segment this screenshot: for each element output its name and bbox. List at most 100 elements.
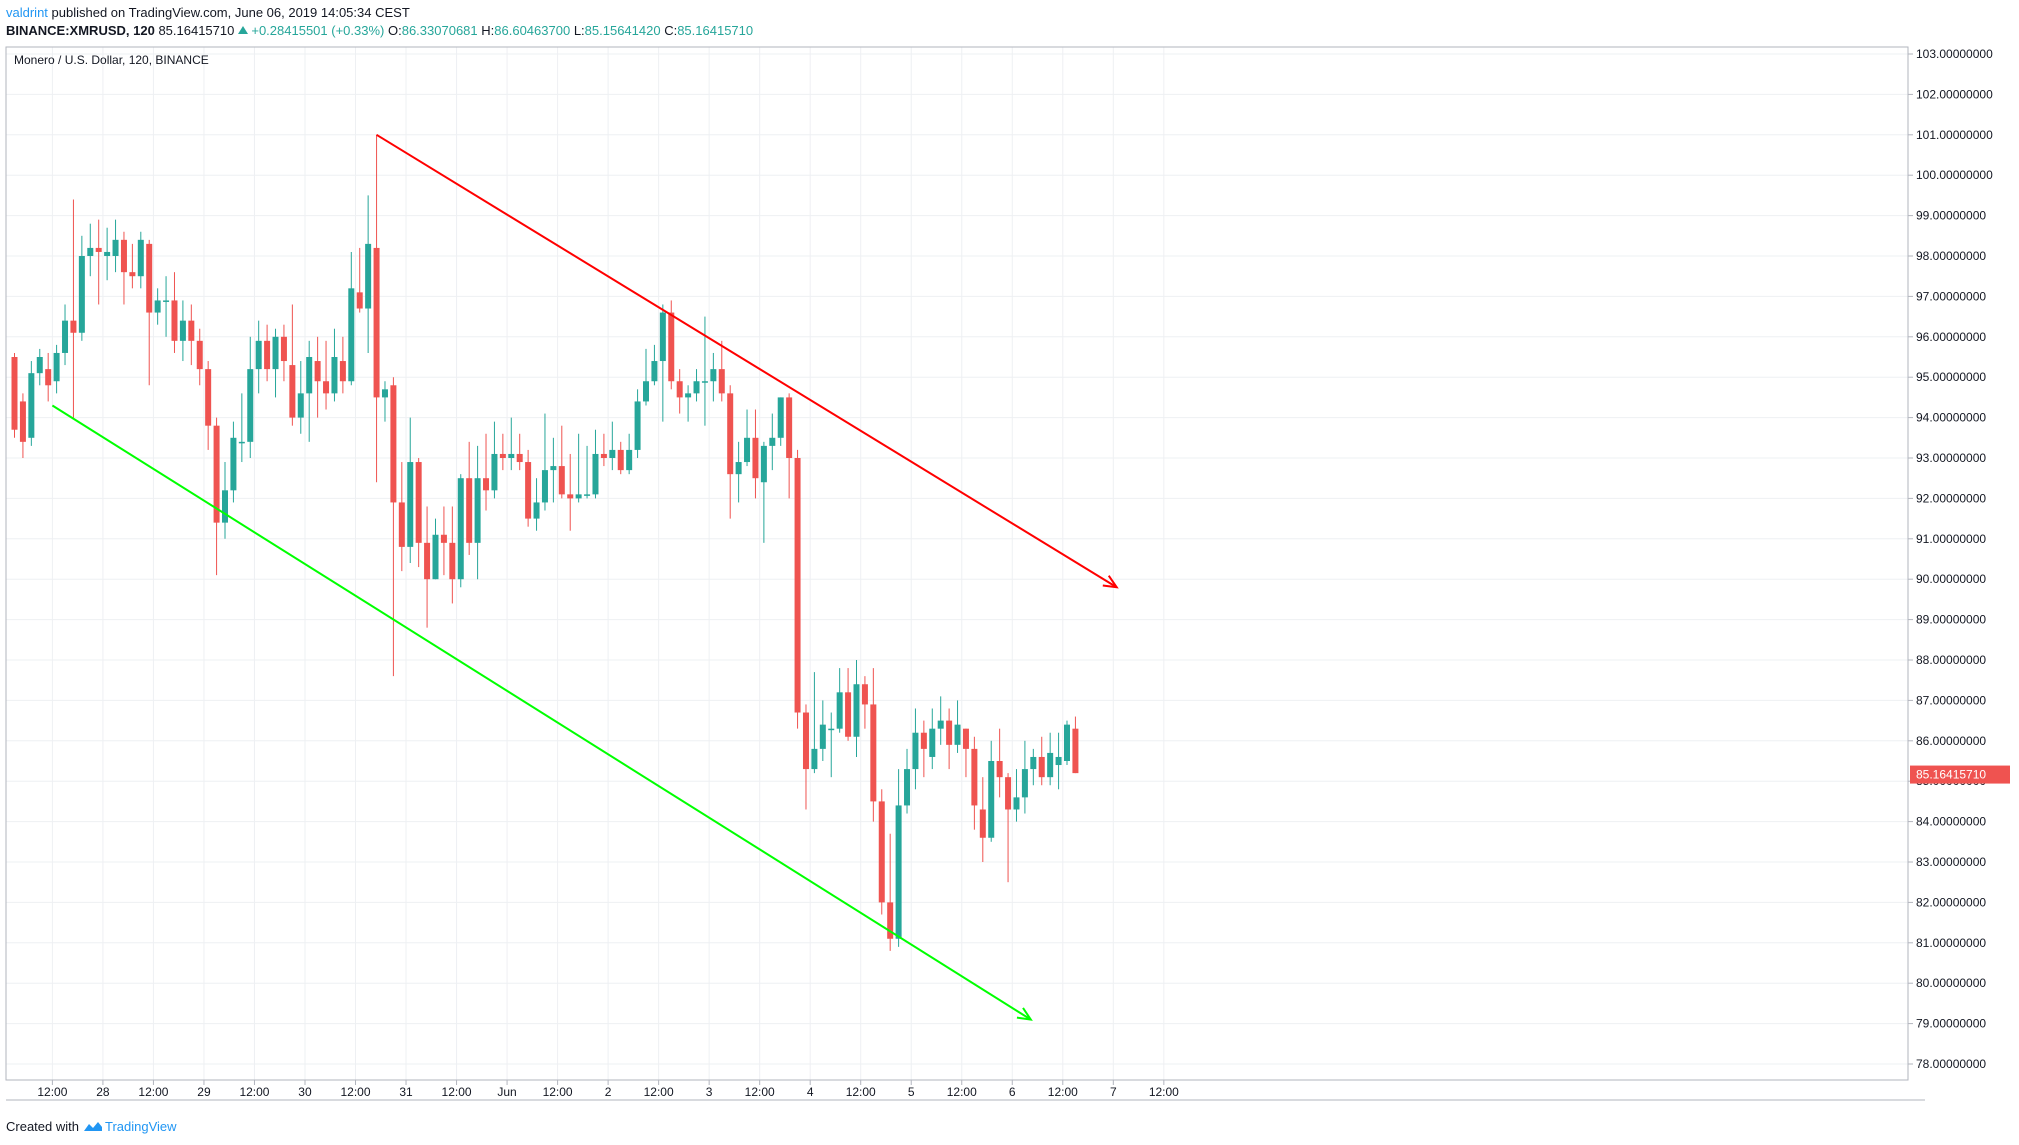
candle-body [887,902,894,939]
candle [19,393,26,458]
time-tick-label: 3 [706,1085,713,1099]
close-label: C: [664,23,678,38]
candle [1005,773,1012,883]
time-tick-label: 12:00 [1048,1085,1078,1099]
candle-body [188,320,195,341]
candle [365,195,372,353]
price-tick-label: 92.00000000 [1916,491,1986,505]
candle [845,668,852,741]
candle-body [895,805,902,939]
candle-body [558,466,565,495]
candle [491,421,498,499]
time-tick-label: 12:00 [543,1085,573,1099]
candle [904,748,911,814]
candle [600,433,607,467]
candle-body [811,748,818,770]
candle-body [828,728,835,731]
trendline-arrowhead [1016,1007,1033,1021]
candle [272,328,279,398]
plot-area-border [5,46,1909,1081]
open-label: O: [387,23,402,38]
candle [769,413,776,471]
candle [424,506,431,628]
candle [390,377,397,677]
candle-body [415,462,422,543]
price-tick-label: 81.00000000 [1916,936,1986,950]
candle-body [836,692,843,729]
price-tick-label: 89.00000000 [1916,613,1986,627]
candle [87,223,94,277]
candle-body [62,320,69,353]
candle-body [525,462,532,519]
candle [45,352,52,402]
trendline-arrowhead [1102,575,1119,589]
candle-body [483,478,490,491]
time-tick-label: 7 [1110,1085,1117,1099]
candle [1047,732,1054,786]
candle [1072,716,1079,774]
candle-body [120,239,127,273]
price-tick-label: 90.00000000 [1916,572,1986,586]
time-tick-label: 12:00 [340,1085,370,1099]
candle [895,769,902,947]
candle-body [398,502,405,547]
candle [1013,769,1020,822]
candle-body [727,393,734,475]
time-tick-label: 12:00 [1149,1085,1179,1099]
time-tick-label: 5 [908,1085,915,1099]
candle-body [920,732,927,749]
candle-body [474,478,481,543]
candle [979,777,986,862]
price-tick-label: 96.00000000 [1916,330,1986,344]
candle [348,251,355,386]
candle-body [533,502,540,519]
candle [314,336,321,418]
candle [323,340,330,410]
last-price-badge [1910,765,2010,784]
candle [954,700,961,753]
publisher-username[interactable]: valdrint [6,5,48,20]
time-tick-label: 12:00 [846,1085,876,1099]
candle-body [567,494,574,499]
candle [760,441,767,543]
candle-body [440,534,447,543]
tradingview-brand-link[interactable]: TradingView [104,1119,177,1134]
candle [567,453,574,531]
candle-body [163,300,170,302]
candle-body [95,247,102,252]
candle-body [988,761,995,838]
candle [550,437,557,503]
candle [659,304,666,422]
candle [617,441,624,475]
candle-body [592,453,599,495]
candle [1064,720,1070,766]
time-tick-label: 12:00 [745,1085,775,1099]
candle-body [1021,769,1028,798]
price-tick-label: 88.00000000 [1916,653,1986,667]
price-tick-label: 91.00000000 [1916,532,1986,546]
candle [676,369,683,414]
candle-body [70,320,77,333]
low-label: L: [573,23,585,38]
candle-body [1038,756,1045,778]
low-value: 85.15641420 [584,23,661,38]
price-tick-label: 103.00000000 [1916,47,1993,61]
candle-body [786,397,793,458]
candle [407,417,414,564]
candle-body [600,453,607,458]
candle-body [104,251,111,256]
candle-body [937,720,944,729]
candle-body [676,381,683,398]
candle-body [230,437,237,491]
candle [36,348,43,386]
price-tick-label: 98.00000000 [1916,249,1986,263]
time-tick-label: 30 [298,1085,312,1099]
price-tick-label: 87.00000000 [1916,693,1986,707]
candle [179,300,186,362]
candle-body [870,704,877,802]
candle-body [777,397,784,438]
candle [870,668,877,822]
candle [710,352,717,402]
candle [474,445,481,580]
